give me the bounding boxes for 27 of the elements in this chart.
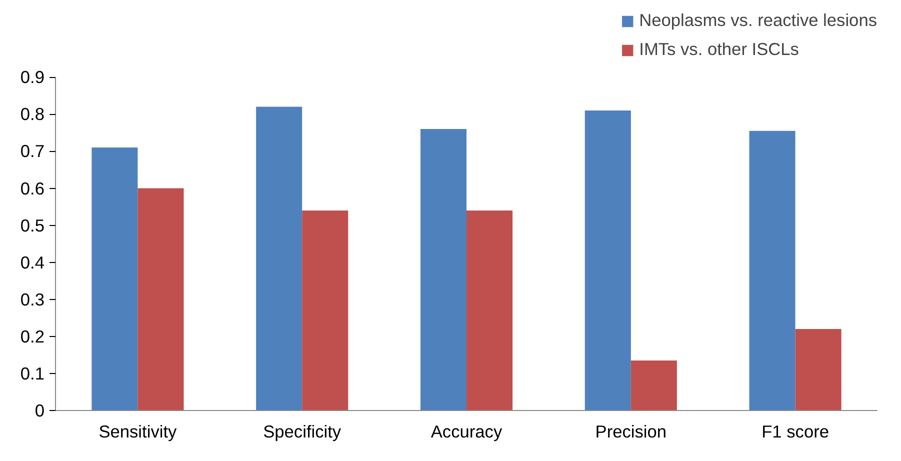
- y-tick-label: 0.8: [20, 104, 45, 124]
- bar: [256, 106, 302, 410]
- y-tick-label: 0.3: [20, 289, 45, 310]
- legend-label: IMTs vs. other ISCLs: [639, 39, 799, 60]
- bar: [302, 210, 348, 410]
- bar: [420, 129, 466, 410]
- y-tick-label: 0.7: [20, 141, 45, 162]
- y-tick-label: 0.4: [20, 252, 45, 272]
- x-tick-label: F1 score: [762, 422, 830, 442]
- x-tick-label: Precision: [595, 422, 667, 442]
- y-tick-label: 0.9: [20, 67, 45, 88]
- y-tick-label: 0.2: [20, 326, 45, 346]
- y-tick-label: 0.1: [20, 363, 45, 384]
- legend-label: Neoplasms vs. reactive lesions: [639, 10, 877, 31]
- bar: [466, 210, 513, 410]
- y-tick-label: 0: [34, 400, 45, 420]
- bar: [584, 110, 631, 410]
- bar: [749, 130, 796, 410]
- x-tick-label: Sensitivity: [98, 422, 178, 442]
- y-tick-label: 0.5: [20, 215, 45, 236]
- x-tick-label: Accuracy: [430, 422, 502, 442]
- bar: [630, 360, 677, 410]
- y-tick-label: 0.6: [20, 178, 45, 198]
- bar: [92, 148, 138, 410]
- x-tick-label: Specificity: [263, 422, 342, 442]
- bar: [138, 188, 184, 410]
- bar: [795, 329, 842, 410]
